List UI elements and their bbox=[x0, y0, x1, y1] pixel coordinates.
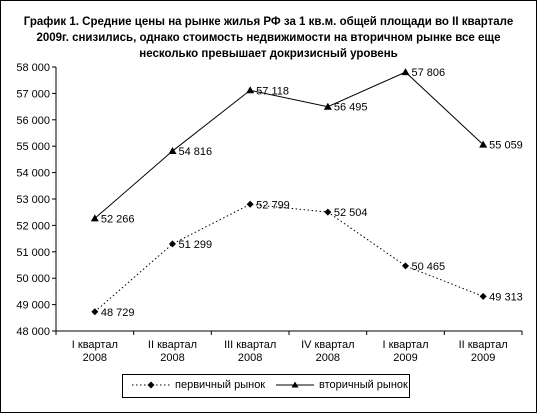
data-point-secondary bbox=[90, 214, 99, 222]
x-tick-label-year: 2009 bbox=[471, 352, 495, 364]
data-point-secondary bbox=[479, 140, 488, 148]
y-tick-label: 54 000 bbox=[16, 168, 50, 180]
data-point-secondary bbox=[323, 102, 332, 110]
y-tick-label: 48 000 bbox=[16, 326, 50, 338]
x-tick-label: I квартал bbox=[382, 339, 428, 351]
data-label: 54 816 bbox=[179, 146, 213, 158]
y-tick-label: 55 000 bbox=[16, 141, 50, 153]
data-label: 50 465 bbox=[412, 261, 446, 273]
data-point-secondary bbox=[168, 147, 177, 155]
data-label: 52 799 bbox=[256, 199, 290, 211]
data-label: 55 059 bbox=[489, 140, 523, 152]
data-point-secondary bbox=[401, 68, 410, 76]
legend-item-secondary: вторичный рынок bbox=[275, 379, 408, 391]
data-point-primary bbox=[91, 308, 99, 316]
legend-item-primary: первичный рынок bbox=[131, 379, 265, 391]
data-point-primary bbox=[246, 200, 254, 208]
y-tick-label: 58 000 bbox=[16, 62, 50, 74]
y-tick-label: 50 000 bbox=[16, 273, 50, 285]
data-label: 56 495 bbox=[334, 102, 368, 114]
x-tick-label-year: 2008 bbox=[83, 352, 107, 364]
x-tick-label-year: 2009 bbox=[393, 352, 417, 364]
data-label: 49 313 bbox=[489, 291, 523, 303]
x-tick-label: I квартал bbox=[72, 339, 118, 351]
y-tick-label: 49 000 bbox=[16, 300, 50, 312]
y-tick-label: 52 000 bbox=[16, 220, 50, 232]
y-tick-label: 53 000 bbox=[16, 194, 50, 206]
x-tick-label: II квартал bbox=[459, 339, 508, 351]
x-tick-label-year: 2008 bbox=[238, 352, 262, 364]
data-label: 52 266 bbox=[101, 213, 135, 225]
series-line-primary bbox=[94, 203, 484, 313]
data-label: 48 729 bbox=[101, 307, 135, 319]
x-tick-label-year: 2008 bbox=[160, 352, 184, 364]
data-label: 57 806 bbox=[412, 67, 446, 79]
chart-legend: первичный рынок вторичный рынок bbox=[122, 374, 410, 398]
y-tick-label: 51 000 bbox=[16, 247, 50, 259]
data-point-primary bbox=[324, 208, 332, 216]
x-tick-label-year: 2008 bbox=[316, 352, 340, 364]
data-point-primary bbox=[479, 292, 487, 300]
series-line-secondary bbox=[94, 71, 484, 219]
data-label: 51 299 bbox=[179, 239, 213, 251]
legend-swatch-primary bbox=[132, 381, 170, 389]
legend-label-primary: первичный рынок bbox=[175, 379, 266, 391]
x-tick-label: IV квартал bbox=[301, 339, 354, 351]
data-label: 57 118 bbox=[256, 85, 289, 97]
legend-label-secondary: вторичный рынок bbox=[319, 379, 408, 391]
data-point-secondary bbox=[246, 86, 255, 94]
data-label: 52 504 bbox=[334, 207, 368, 219]
x-tick-label: III квартал bbox=[224, 339, 276, 351]
data-point-primary bbox=[169, 240, 176, 248]
x-tick-label: II квартал bbox=[148, 339, 197, 351]
y-tick-label: 57 000 bbox=[16, 88, 50, 100]
y-tick-label: 56 000 bbox=[16, 115, 50, 127]
data-point-primary bbox=[402, 262, 409, 270]
legend-swatch-secondary bbox=[276, 381, 314, 388]
chart-title: График 1. Средние цены на рынке жилья РФ… bbox=[23, 16, 514, 60]
